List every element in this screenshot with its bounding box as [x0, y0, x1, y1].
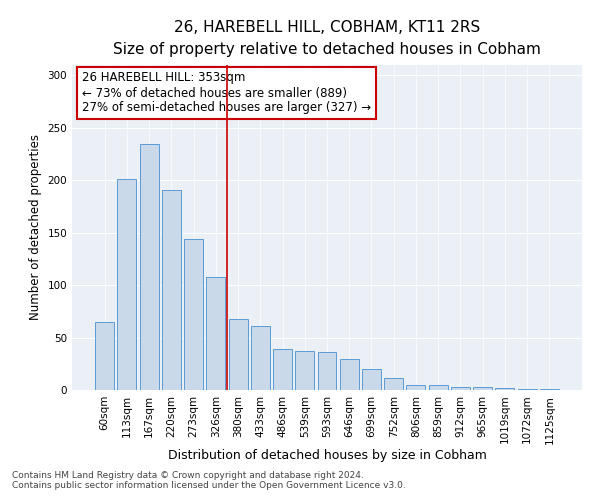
- Bar: [206, 277, 225, 390]
- Bar: [540, 389, 559, 390]
- Bar: [251, 326, 270, 390]
- Bar: [496, 388, 514, 390]
- Bar: [384, 378, 403, 390]
- Bar: [406, 385, 425, 390]
- Bar: [162, 190, 181, 390]
- Bar: [518, 389, 536, 390]
- Bar: [362, 369, 381, 390]
- Text: Contains HM Land Registry data © Crown copyright and database right 2024.
Contai: Contains HM Land Registry data © Crown c…: [12, 470, 406, 490]
- Bar: [451, 387, 470, 390]
- Bar: [317, 352, 337, 390]
- Bar: [473, 387, 492, 390]
- X-axis label: Distribution of detached houses by size in Cobham: Distribution of detached houses by size …: [167, 449, 487, 462]
- Bar: [273, 349, 292, 390]
- Bar: [95, 322, 114, 390]
- Bar: [229, 318, 248, 390]
- Bar: [295, 351, 314, 390]
- Y-axis label: Number of detached properties: Number of detached properties: [29, 134, 42, 320]
- Bar: [429, 385, 448, 390]
- Bar: [140, 144, 158, 390]
- Title: 26, HAREBELL HILL, COBHAM, KT11 2RS
Size of property relative to detached houses: 26, HAREBELL HILL, COBHAM, KT11 2RS Size…: [113, 20, 541, 57]
- Bar: [184, 239, 203, 390]
- Bar: [340, 358, 359, 390]
- Text: 26 HAREBELL HILL: 353sqm
← 73% of detached houses are smaller (889)
27% of semi-: 26 HAREBELL HILL: 353sqm ← 73% of detach…: [82, 72, 371, 114]
- Bar: [118, 180, 136, 390]
